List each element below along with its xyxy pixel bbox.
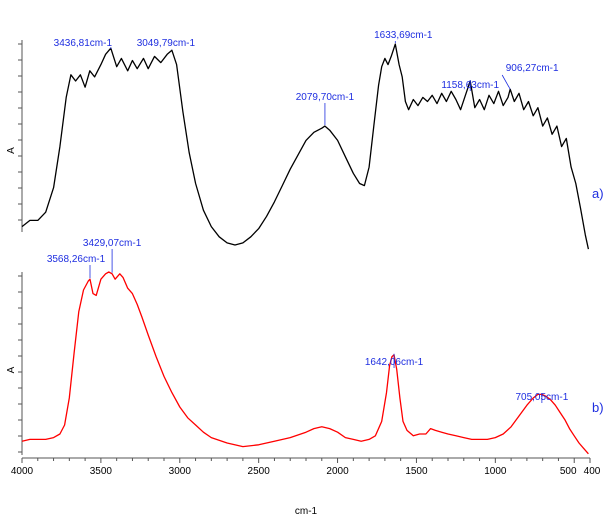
peak-annotation: 1633,69cm-1 [374, 30, 433, 44]
x-tick-label: 1000 [484, 466, 507, 477]
x-tick-label: 500 [560, 466, 577, 477]
peak-annotation: 3429,07cm-1 [83, 238, 142, 273]
peak-annotation: 3568,26cm-1 [47, 254, 106, 279]
peak-annotation: 1642,06cm-1 [365, 353, 424, 368]
peak-label: 3568,26cm-1 [47, 254, 106, 265]
x-tick-label: 4000 [11, 466, 34, 477]
x-tick-label: 400 [584, 466, 601, 477]
peak-label: 3429,07cm-1 [83, 238, 142, 249]
peak-label: 2079,70cm-1 [296, 92, 355, 103]
peak-annotation: 1158,63cm-1 [441, 80, 499, 91]
x-tick-label: 2500 [248, 466, 271, 477]
peak-label: 1158,63cm-1 [441, 80, 499, 91]
panel-label: a) [592, 186, 604, 201]
x-tick-label: 3500 [90, 466, 113, 477]
spectrum-panel-b: A 3568,26cm-1 3429,07cm-1 1642,06cm-1 705,05… [6, 238, 604, 455]
x-tick-label: 2000 [326, 466, 349, 477]
spectrum-panel-a: A 3436,81cm-1 3049,79cm-1 2079,70cm-1 1633,6… [6, 30, 604, 250]
x-axis-title: cm-1 [295, 506, 318, 517]
spectrum-line-b [21, 271, 589, 455]
spectrum-line-a [21, 43, 590, 250]
peak-annotation: 3436,81cm-1 [54, 38, 113, 49]
peak-annotation: 705,05cm-1 [515, 392, 569, 403]
peak-label: 3049,79cm-1 [137, 38, 196, 49]
y-axis-title: A [6, 366, 17, 373]
peak-label: 705,05cm-1 [515, 392, 568, 403]
peak-label: 1642,06cm-1 [365, 357, 424, 368]
x-tick-label: 3000 [169, 466, 192, 477]
peak-annotation: 906,27cm-1 [501, 63, 559, 90]
peak-label: 906,27cm-1 [506, 63, 559, 74]
x-axis: 4000 3500 3000 2500 2000 1500 1000 500 400 [11, 457, 601, 477]
peak-annotation: 3049,79cm-1 [137, 38, 196, 50]
peak-annotation: 2079,70cm-1 [296, 92, 355, 126]
x-tick-label: 1500 [405, 466, 428, 477]
y-axis-title: A [6, 147, 17, 154]
peak-leader-line [501, 74, 511, 90]
peak-label: 3436,81cm-1 [54, 38, 113, 49]
peak-label: 1633,69cm-1 [374, 30, 433, 41]
panel-label: b) [592, 400, 604, 415]
